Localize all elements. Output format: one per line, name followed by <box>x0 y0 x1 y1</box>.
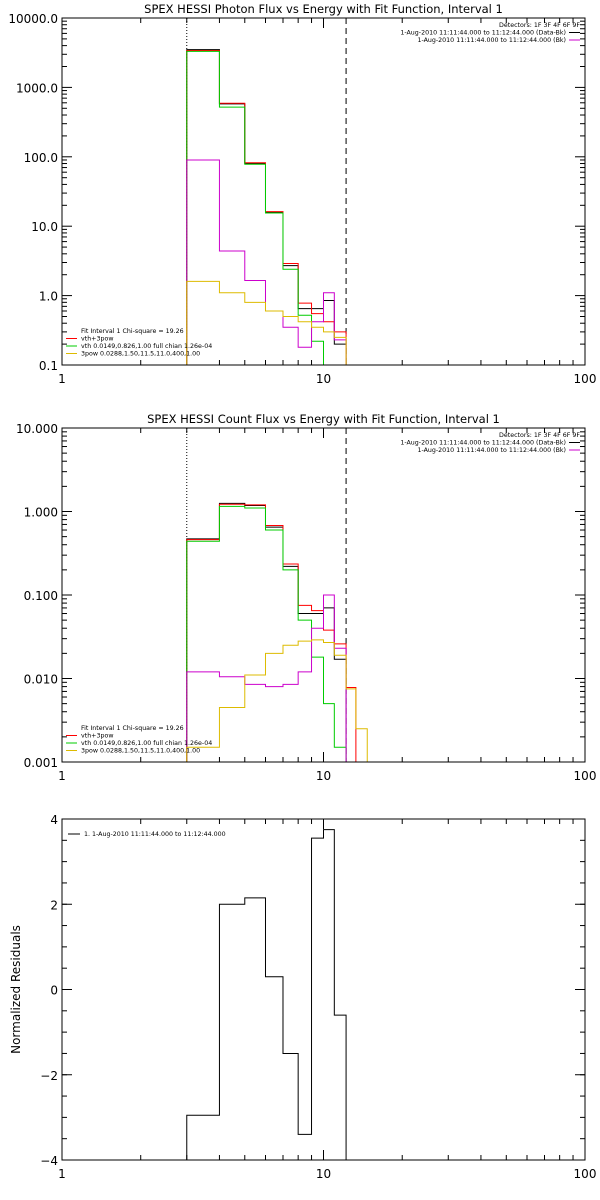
series-line-4 <box>186 280 347 365</box>
legend-entry: 1. 1-Aug-2010 11:11:44.000 to 11:12:44.0… <box>84 831 226 838</box>
y-tick-label: 4 <box>50 813 58 827</box>
y-axis-label: Normalized Residuals <box>9 925 23 1054</box>
x-tick-label: 1 <box>58 1167 66 1181</box>
info-line: 1-Aug-2010 11:11:44.000 to 11:12:44.000 … <box>417 37 566 44</box>
info-line: Detectors: 1F 3F 4F 6F 9F <box>499 22 580 29</box>
x-tick-label: 10 <box>316 372 331 386</box>
fit-legend-entry: Fit Interval 1 Chi-square = 19.26 <box>81 725 184 732</box>
x-tick-label: 100 <box>574 372 597 386</box>
y-tick-label: 0 <box>50 984 58 998</box>
y-tick-label: 0.001 <box>24 756 58 770</box>
y-tick-label: 0.1 <box>39 359 58 373</box>
fit-legend-entry: 3pow 0.0288,1.50,11.5,11.0,400,1.00 <box>81 748 200 755</box>
series-line-4 <box>186 639 368 762</box>
x-tick-label: 10 <box>316 1167 331 1181</box>
x-tick-label: 100 <box>574 769 597 783</box>
series-line-2 <box>186 505 347 762</box>
series-line-3 <box>186 594 357 762</box>
series-line-0 <box>186 829 347 1160</box>
y-tick-label: 1000.0 <box>16 81 58 95</box>
y-tick-label: 10.0 <box>31 220 58 234</box>
info-line: 1-Aug-2010 11:11:44.000 to 11:12:44.000 … <box>417 447 566 454</box>
plot-frame <box>61 17 586 366</box>
y-tick-label: 10000.0 <box>8 12 58 26</box>
fit-legend-entry: vth+3pow <box>81 733 113 740</box>
fit-legend-entry: 3pow 0.0288,1.50,11.5,11.0,400,1.00 <box>81 351 200 358</box>
y-tick-label: 1.000 <box>24 506 58 520</box>
info-line: 1-Aug-2010 11:11:44.000 to 11:12:44.000 … <box>400 440 566 447</box>
y-tick-label: 1.0 <box>39 290 58 304</box>
series-line-2 <box>186 50 347 365</box>
series-line-1 <box>186 50 347 365</box>
y-tick-label: 0.100 <box>24 589 58 603</box>
x-tick-label: 10 <box>316 769 331 783</box>
count-flux-chart: SPEX HESSI Count Flux vs Energy with Fit… <box>16 412 596 783</box>
y-tick-label: 2 <box>50 898 58 912</box>
info-line: Detectors: 1F 3F 4F 6F 9F <box>499 432 580 439</box>
y-tick-label: 10.000 <box>16 422 58 436</box>
plot-frame <box>61 818 586 1161</box>
x-tick-label: 1 <box>58 769 66 783</box>
y-tick-label: 0.010 <box>24 673 58 687</box>
fit-legend-entry: vth 0.0149,0.826,1.00 full chian 1.26e-0… <box>81 343 212 350</box>
y-tick-label: −2 <box>40 1069 58 1083</box>
x-tick-label: 1 <box>58 372 66 386</box>
plot-frame <box>61 427 586 763</box>
x-tick-label: 100 <box>574 1167 597 1181</box>
fit-legend-entry: vth+3pow <box>81 336 113 343</box>
y-tick-label: 100.0 <box>24 151 58 165</box>
fit-legend-entry: vth 0.0149,0.826,1.00 full chian 1.26e-0… <box>81 740 212 747</box>
fit-legend-entry: Fit Interval 1 Chi-square = 19.26 <box>81 328 184 335</box>
info-line: 1-Aug-2010 11:11:44.000 to 11:12:44.000 … <box>400 30 566 37</box>
series-line-3 <box>186 159 347 365</box>
chart-title: SPEX HESSI Count Flux vs Energy with Fit… <box>147 412 500 426</box>
chart-title: SPEX HESSI Photon Flux vs Energy with Fi… <box>144 2 503 16</box>
residuals-chart: Normalized Residuals 1 10 100 −4 −2 0 2 4 1. 1-Au… <box>9 813 596 1181</box>
photon-flux-chart: SPEX HESSI Photon Flux vs Energy with Fi… <box>8 2 596 386</box>
y-tick-label: −4 <box>40 1154 58 1168</box>
